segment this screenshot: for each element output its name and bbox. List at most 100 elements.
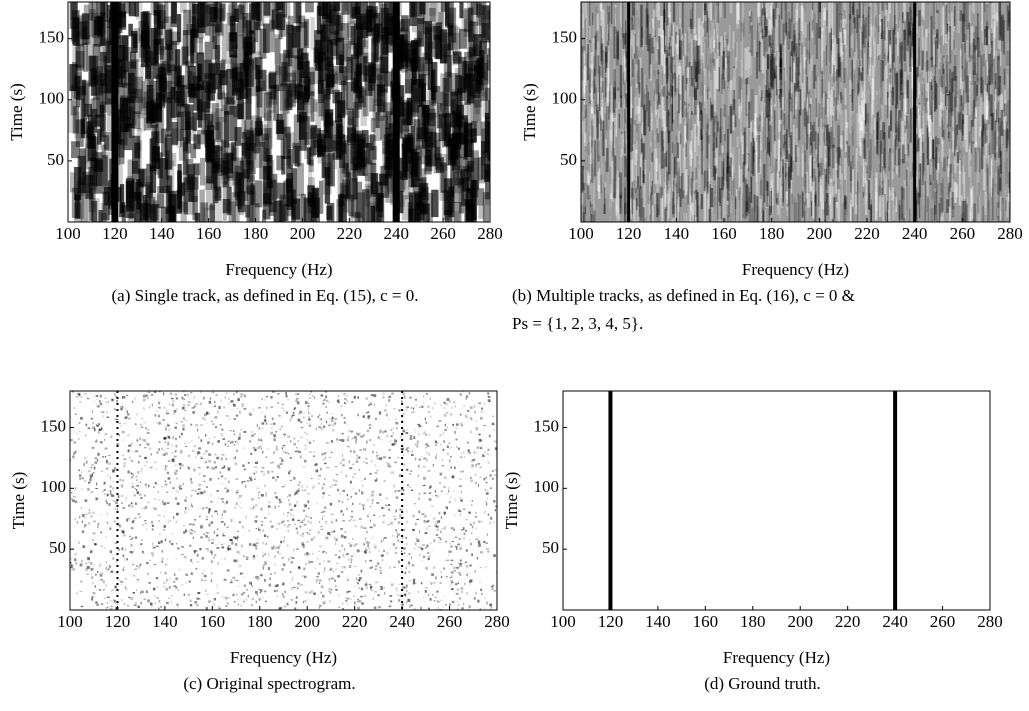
noise (76, 521, 79, 524)
noise (213, 164, 222, 198)
noise (84, 499, 88, 502)
noise (731, 114, 735, 131)
noise (597, 78, 600, 118)
noise (322, 511, 326, 513)
noise (284, 451, 288, 454)
noise (766, 2, 768, 14)
noise (685, 142, 687, 157)
noise (394, 461, 397, 464)
noise (89, 55, 99, 86)
noise (279, 457, 283, 459)
noise (467, 91, 474, 125)
noise (165, 134, 172, 170)
noise (603, 203, 606, 214)
noise (694, 167, 697, 181)
noise (71, 187, 79, 218)
noise (987, 40, 990, 77)
noise (637, 50, 640, 85)
noise (97, 570, 99, 573)
noise (151, 203, 160, 221)
noise (88, 133, 96, 149)
noise (734, 114, 737, 128)
noise (275, 448, 279, 452)
noise (156, 2, 163, 36)
noise (387, 152, 395, 177)
noise (869, 23, 872, 58)
noise (127, 96, 136, 128)
noise (683, 33, 687, 56)
noise (83, 463, 85, 466)
noise (179, 435, 181, 439)
noise (296, 501, 299, 504)
noise (418, 30, 423, 43)
noise (968, 22, 970, 58)
noise (891, 153, 894, 180)
noise (112, 557, 115, 560)
noise (338, 500, 341, 503)
noise (797, 109, 799, 143)
noise (225, 599, 227, 602)
noise (290, 561, 294, 564)
noise (220, 457, 224, 461)
noise (708, 91, 711, 135)
noise (585, 15, 588, 54)
noise (872, 25, 875, 45)
noise (922, 134, 924, 148)
noise (330, 31, 340, 60)
noise (121, 455, 125, 457)
noise (849, 95, 852, 134)
noise (905, 111, 908, 129)
noise (875, 94, 879, 112)
noise (819, 2, 822, 40)
noise (653, 75, 655, 89)
noise (221, 140, 227, 176)
noise (901, 110, 903, 137)
noise (445, 506, 447, 509)
noise (788, 89, 791, 105)
noise (128, 23, 133, 37)
noise (276, 594, 278, 598)
noise (664, 153, 667, 189)
noise (194, 601, 197, 604)
noise (782, 166, 785, 203)
noise (767, 130, 770, 143)
noise (290, 512, 293, 516)
noise (716, 49, 720, 90)
noise (863, 109, 866, 138)
noise (667, 82, 669, 114)
noise (676, 35, 679, 55)
noise (134, 517, 137, 519)
noise (395, 546, 398, 549)
noise (761, 8, 764, 40)
noise (675, 43, 679, 89)
noise (296, 2, 302, 32)
noise (619, 172, 623, 199)
noise (609, 130, 612, 167)
noise (621, 129, 624, 147)
noise (392, 543, 396, 546)
noise (403, 409, 406, 411)
noise (859, 80, 861, 99)
noise (119, 580, 122, 583)
noise (669, 62, 671, 107)
noise (247, 414, 250, 416)
noise (77, 155, 86, 194)
noise (849, 180, 853, 222)
noise (329, 4, 336, 27)
noise (933, 44, 935, 77)
noise (594, 140, 597, 177)
noise (336, 51, 344, 81)
noise (224, 557, 227, 561)
noise (199, 456, 202, 460)
noise (625, 33, 627, 68)
noise (641, 109, 645, 145)
noise (292, 587, 296, 589)
noise (634, 33, 636, 59)
noise (969, 78, 972, 115)
noise (852, 168, 854, 208)
noise (826, 10, 828, 27)
noise (135, 589, 137, 591)
noise (675, 183, 678, 219)
noise (982, 53, 985, 67)
